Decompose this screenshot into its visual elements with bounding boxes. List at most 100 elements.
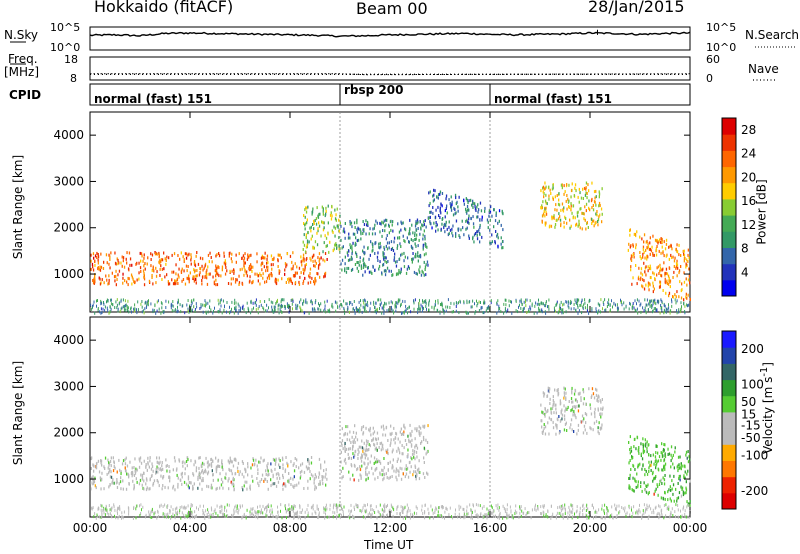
ground-scatter-cell xyxy=(676,299,678,303)
echo-cell xyxy=(680,462,682,466)
echo-cell xyxy=(586,431,588,435)
ground-scatter-cell xyxy=(419,307,421,311)
ground-scatter-cell xyxy=(438,506,440,510)
ground-scatter-cell xyxy=(629,302,631,306)
ground-scatter-cell xyxy=(563,506,565,510)
ground-scatter-cell xyxy=(336,516,338,520)
ground-scatter-cell xyxy=(574,298,576,302)
echo-cell xyxy=(570,207,572,211)
echo-cell xyxy=(151,276,153,279)
echo-cell xyxy=(309,470,311,473)
ground-scatter-cell xyxy=(174,507,176,511)
ground-scatter-cell xyxy=(437,299,439,303)
echo-cell xyxy=(401,444,403,447)
echo-cell xyxy=(345,447,348,451)
ground-scatter-cell xyxy=(514,512,516,515)
echo-cell xyxy=(140,259,142,263)
echo-cell xyxy=(345,461,347,465)
echo-cell xyxy=(433,188,435,192)
echo-cell xyxy=(413,270,416,274)
ground-scatter-cell xyxy=(297,304,299,308)
ground-scatter-cell xyxy=(101,515,103,519)
echo-cell xyxy=(540,189,542,193)
echo-cell xyxy=(178,267,180,271)
echo-cell xyxy=(488,209,491,213)
echo-cell xyxy=(647,483,649,487)
echo-cell xyxy=(273,256,275,260)
echo-cell xyxy=(113,461,115,465)
echo-cell xyxy=(203,470,206,474)
echo-cell xyxy=(436,223,438,227)
echo-cell xyxy=(404,467,406,471)
echo-cell xyxy=(689,458,691,462)
echo-cell xyxy=(112,469,115,473)
ground-scatter-cell xyxy=(181,511,183,515)
echo-cell xyxy=(598,190,600,194)
echo-cell xyxy=(595,393,598,397)
echo-cell xyxy=(302,248,304,251)
ground-scatter-cell xyxy=(98,515,100,519)
echo-cell xyxy=(418,268,420,272)
echo-cell xyxy=(269,273,271,277)
echo-cell xyxy=(656,273,658,277)
echo-cell xyxy=(314,473,316,477)
echo-cell xyxy=(293,469,296,473)
echo-cell xyxy=(391,475,393,478)
echo-cell xyxy=(415,474,417,478)
echo-cell xyxy=(167,280,169,284)
echo-cell xyxy=(565,391,567,395)
echo-cell xyxy=(382,478,384,482)
echo-cell xyxy=(165,259,167,262)
echo-cell xyxy=(277,253,279,257)
echo-cell xyxy=(542,432,544,435)
ground-scatter-cell xyxy=(369,309,371,313)
echo-cell xyxy=(423,461,425,464)
echo-cell xyxy=(357,457,359,460)
echo-cell xyxy=(466,218,468,222)
ground-scatter-cell xyxy=(242,304,244,308)
echo-cell xyxy=(664,490,666,494)
ground-scatter-cell xyxy=(417,307,419,311)
echo-cell xyxy=(159,274,161,277)
echo-cell xyxy=(588,206,590,210)
echo-cell xyxy=(257,472,259,475)
ground-scatter-cell xyxy=(585,509,587,512)
ground-scatter-cell xyxy=(341,508,343,511)
echo-cell xyxy=(664,474,666,477)
ground-scatter-cell xyxy=(115,300,117,304)
echo-cell xyxy=(243,264,245,268)
echo-cell xyxy=(679,466,681,470)
ground-scatter-cell xyxy=(395,309,397,313)
ground-scatter-cell xyxy=(221,505,223,509)
echo-cell xyxy=(143,264,145,268)
echo-cell xyxy=(279,465,281,469)
echo-cell xyxy=(173,282,175,285)
echo-cell xyxy=(647,492,649,496)
ground-scatter-cell xyxy=(558,310,560,314)
echo-cell xyxy=(197,262,200,266)
ground-scatter-cell xyxy=(307,503,309,507)
ground-scatter-cell xyxy=(404,309,406,313)
ground-scatter-cell xyxy=(335,503,337,507)
echo-cell xyxy=(366,448,368,452)
echo-cell xyxy=(585,402,587,406)
echo-cell xyxy=(150,467,153,471)
ground-scatter-cell xyxy=(383,515,385,519)
echo-cell xyxy=(541,419,543,423)
echo-cell xyxy=(221,461,223,465)
echo-cell xyxy=(379,460,381,463)
echo-cell xyxy=(448,220,450,224)
echo-cell xyxy=(150,474,153,478)
echo-cell xyxy=(248,266,250,270)
echo-cell xyxy=(556,424,558,427)
ground-scatter-cell xyxy=(233,311,235,315)
echo-cell xyxy=(110,475,113,479)
ground-scatter-cell xyxy=(148,510,150,514)
ground-scatter-cell xyxy=(498,307,500,311)
ground-scatter-cell xyxy=(582,305,584,309)
ground-scatter-cell xyxy=(601,516,603,520)
echo-cell xyxy=(683,249,685,253)
echo-cell xyxy=(582,187,584,191)
echo-cell xyxy=(376,255,379,259)
echo-cell xyxy=(98,470,101,474)
